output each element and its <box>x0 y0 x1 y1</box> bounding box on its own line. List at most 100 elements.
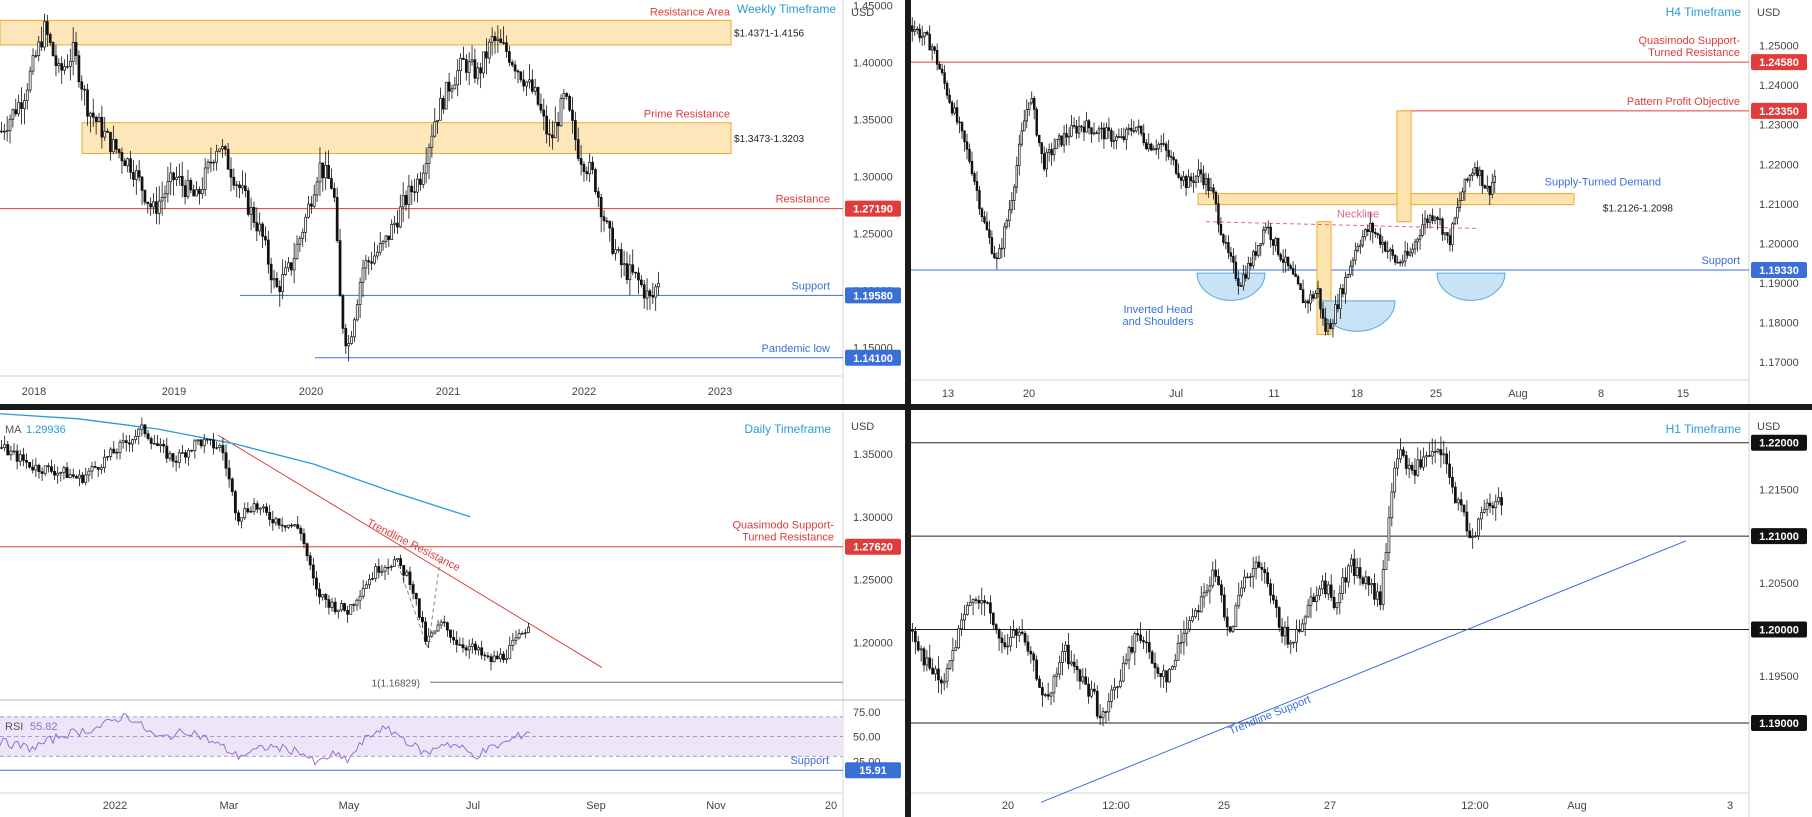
candle <box>1072 653 1076 674</box>
candle <box>132 159 135 187</box>
candle <box>401 182 405 223</box>
candle <box>436 119 439 134</box>
candle <box>496 25 500 53</box>
candle <box>963 130 966 152</box>
candle <box>1058 655 1062 680</box>
candle <box>1381 559 1385 611</box>
candle <box>1329 574 1333 601</box>
candle <box>1222 587 1226 621</box>
candle <box>1436 215 1439 230</box>
candle <box>1494 494 1498 521</box>
candle <box>1082 120 1086 142</box>
candle <box>339 599 343 613</box>
candle <box>56 466 60 484</box>
candle <box>1176 634 1180 661</box>
candle <box>289 261 293 276</box>
candle <box>1421 213 1424 238</box>
candle <box>1159 673 1163 688</box>
candle <box>172 171 175 196</box>
candle <box>1476 160 1479 179</box>
candle <box>995 252 999 270</box>
h4-chart-panel[interactable]: 1.25000 1.24000 1.23000 1.22000 1.21000 1.200… <box>911 0 1812 404</box>
candle <box>258 212 262 236</box>
candle <box>1234 602 1238 628</box>
candle <box>1075 119 1078 140</box>
candle <box>988 220 991 245</box>
candle <box>1207 173 1210 198</box>
price-tick-label: 1.20500 <box>1759 578 1799 590</box>
candle <box>1361 575 1365 586</box>
candle <box>1418 228 1422 250</box>
candle <box>1280 618 1284 644</box>
candle <box>358 590 362 610</box>
candle <box>195 181 198 197</box>
candle <box>1152 145 1155 151</box>
candle <box>1102 122 1106 149</box>
candle <box>152 193 155 214</box>
candle <box>1361 229 1365 248</box>
candle <box>392 556 396 567</box>
candle <box>199 439 203 449</box>
candle <box>1386 240 1389 259</box>
candle <box>619 242 623 278</box>
candle <box>942 673 946 691</box>
candle <box>502 650 505 663</box>
h4-level-1: Quasimodo Support-Turned Resistance <box>911 35 1749 63</box>
price-badge-label: 15.91 <box>859 765 887 777</box>
candle <box>913 626 917 655</box>
candle <box>582 161 586 182</box>
weekly-chart-panel[interactable]: 1.450001.400001.350001.300001.250001.200… <box>0 0 905 404</box>
candle <box>1299 282 1302 291</box>
candle <box>517 628 521 640</box>
candle <box>1263 562 1267 584</box>
candle <box>1311 291 1315 302</box>
candle <box>390 219 394 241</box>
candle <box>637 267 640 295</box>
candle <box>551 120 554 150</box>
candle <box>522 70 526 92</box>
candle <box>1194 175 1198 188</box>
candle <box>1205 584 1209 597</box>
candle <box>232 168 236 190</box>
candle <box>1098 704 1102 726</box>
candle <box>1352 549 1356 585</box>
candle <box>1312 592 1316 603</box>
candle <box>1159 135 1163 153</box>
candle <box>163 185 167 209</box>
candle <box>89 111 92 133</box>
candle <box>1164 141 1168 162</box>
candle <box>1192 172 1195 193</box>
candle <box>1117 128 1121 139</box>
h1-chart-svg: 1.21500 1.20500 1.19500 H1 Timeframe USD 20 12… <box>911 410 1807 817</box>
candle <box>1277 606 1281 632</box>
candle <box>1406 242 1409 259</box>
candle <box>127 434 131 452</box>
candle <box>1376 583 1379 607</box>
candle <box>23 93 26 125</box>
weekly-level-pandemic-low: Pandemic low <box>315 343 843 359</box>
price-tick-label: 1.45000 <box>853 1 893 13</box>
candle <box>1269 578 1272 604</box>
candle <box>240 517 244 529</box>
candle <box>304 213 307 242</box>
h1-chart-panel[interactable]: 1.21500 1.20500 1.19500 H1 Timeframe USD 20 12… <box>911 410 1812 817</box>
candle <box>980 207 984 222</box>
daily-chart-panel[interactable]: 1.350001.300001.250001.2000075.0050.0025… <box>0 410 905 817</box>
h4-pattern-label: and Shoulders <box>1123 316 1194 328</box>
weekly-level-badge: 1.27190 <box>845 200 901 217</box>
candle <box>281 259 285 300</box>
candle <box>209 438 212 446</box>
candle <box>1224 235 1228 250</box>
candle <box>350 330 353 345</box>
candle <box>533 78 537 96</box>
candle <box>28 461 32 469</box>
candle <box>112 441 116 454</box>
time-tick-label: 20 <box>825 800 837 812</box>
candle <box>370 251 373 271</box>
h4-candles <box>911 17 1496 338</box>
candle <box>1168 668 1171 683</box>
candle <box>1050 142 1053 166</box>
candle <box>103 116 107 141</box>
candle <box>166 166 170 203</box>
candle <box>1162 664 1166 689</box>
